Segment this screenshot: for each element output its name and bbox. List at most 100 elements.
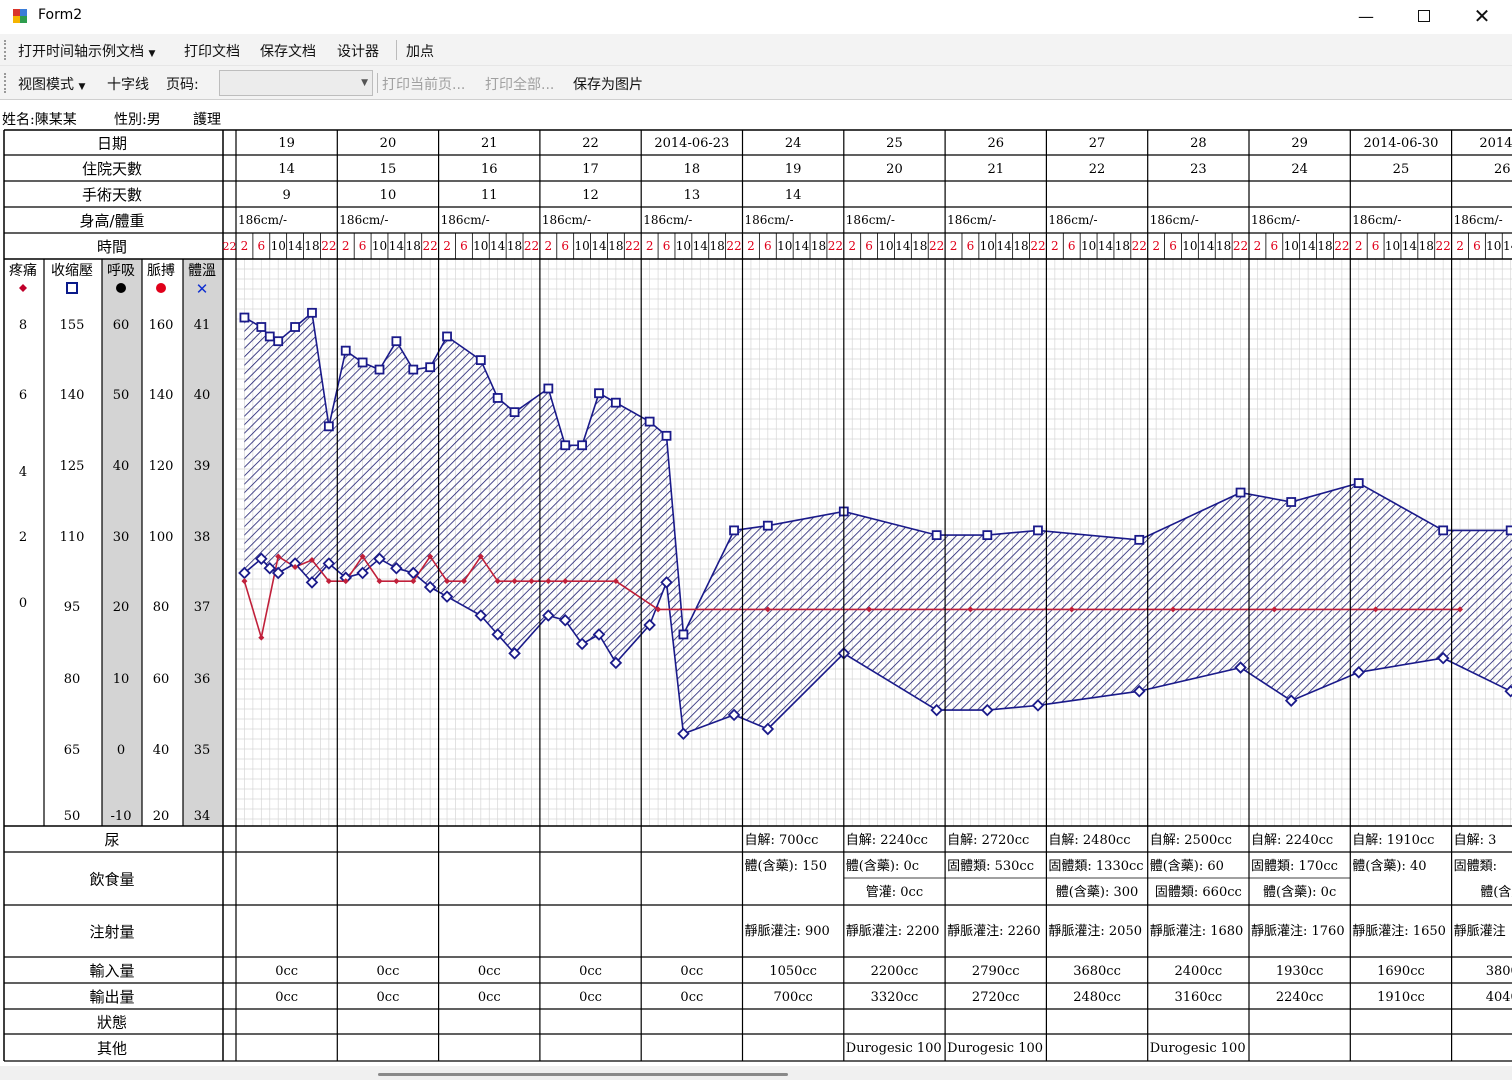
axis-tick-label: 38 (194, 530, 211, 545)
pulse-point (612, 578, 619, 585)
axis-tick-label: 80 (64, 672, 81, 687)
diastolic-point (643, 618, 656, 632)
time-slot-label: 14 (1503, 239, 1512, 253)
height-weight-cell: 186cm/- (339, 213, 388, 227)
pulse-point (655, 606, 662, 613)
diastolic-point (356, 566, 369, 580)
time-slot-label: 2 (1355, 239, 1363, 253)
close-icon: ✕ (1473, 4, 1491, 28)
vital-signs-chart: 姓名:陳某某 性別:男 護理日期住院天數手術天數身高/體重時間尿飲食量注射量輸入量輸… (2, 112, 1512, 1062)
height-weight-cell: 186cm/- (846, 213, 895, 227)
pulse-point (410, 578, 417, 585)
time-slot-label: 14 (287, 239, 303, 253)
axis-tick-label: 34 (194, 809, 211, 824)
systolic-point (273, 336, 284, 347)
designer-button[interactable]: 设计器 (337, 44, 379, 60)
diastolic-point (1284, 694, 1298, 707)
height-weight-cell: 186cm/- (643, 213, 692, 227)
print-all-button[interactable]: 打印全部... (485, 77, 555, 93)
time-slot-label: 6 (1473, 239, 1481, 253)
crosshair-button[interactable]: 十字线 (107, 77, 149, 93)
systolic-point (729, 525, 739, 536)
systolic-point (661, 430, 672, 441)
row-label-date: 日期 (97, 135, 127, 153)
pulse-line (243, 554, 1460, 638)
other-cell: Durogesic 100 (846, 1041, 942, 1056)
diastolic-point (558, 613, 572, 627)
pulse-point (241, 578, 248, 585)
time-slot-label: 2 (646, 239, 654, 253)
view-mode-menu[interactable]: 视图模式 ▼ (18, 77, 86, 93)
height-weight-cell: 186cm/- (947, 213, 996, 227)
row-label-status: 狀態 (97, 1014, 127, 1032)
time-slot-label: 6 (1271, 239, 1279, 253)
save-doc-button[interactable]: 保存文档 (260, 44, 316, 60)
red-dot-symbol-icon (156, 283, 166, 293)
time-slot-label: 10 (777, 239, 792, 253)
diastolic-point (271, 566, 285, 580)
temperature-chart-document[interactable]: 姓名:陳某某 性別:男 護理 日期 住院天數 手術天數 身高/體重 時間尿飲食量 注射量 輸入量輸… (0, 100, 1512, 1066)
time-slot-label: 2 (241, 239, 249, 253)
page-label: 页码: (166, 77, 199, 93)
row-label-output: 輸出量 (89, 988, 134, 1006)
axis-tick-label: 8 (19, 318, 27, 333)
time-slot-label: 6 (865, 239, 873, 253)
time-slot-label: 10 (1284, 239, 1299, 253)
height-weight-cell: 186cm/- (1352, 213, 1401, 227)
time-slot-label: 18 (811, 239, 826, 253)
print-current-button[interactable]: 打印当前页... (382, 77, 466, 93)
output-cell: 4040 (1486, 990, 1512, 1005)
axis-tick-label: 41 (194, 318, 211, 333)
food-cell: 體(含藥 (1480, 884, 1512, 900)
diastolic-point (575, 637, 589, 651)
time-slot-label: 14 (794, 239, 810, 253)
systolic-point (560, 440, 571, 451)
toolbar-grip[interactable] (4, 73, 7, 93)
pulse-point (545, 578, 552, 585)
time-slot-label: 10 (372, 239, 387, 253)
toolbar-grip[interactable] (4, 40, 7, 60)
save-image-button[interactable]: 保存为图片 (573, 77, 643, 93)
axis-tick-label: 6 (19, 388, 27, 403)
time-slot-label: 6 (258, 239, 266, 253)
axis-tick-label: 20 (153, 809, 170, 824)
diastolic-point (1504, 684, 1512, 698)
surgery-day-cell: 10 (380, 188, 397, 203)
input-cell: 3800 (1486, 964, 1512, 979)
scrollbar-thumb[interactable] (378, 1073, 788, 1076)
close-button[interactable]: ✕ (1454, 0, 1510, 32)
time-slot-label: 2 (443, 239, 451, 253)
pulse-point (460, 578, 467, 585)
diastolic-point (407, 566, 420, 580)
time-slot-label: 14 (693, 239, 709, 253)
add-point-button[interactable]: 加点 (406, 44, 434, 60)
black-dot-symbol-icon (116, 283, 126, 293)
page-select[interactable]: ▼ (219, 70, 373, 96)
hospital-day-cell: 17 (582, 162, 599, 177)
maximize-button[interactable] (1396, 0, 1452, 32)
injection-cell: 靜脈灌注: 900 (745, 924, 830, 939)
diastolic-point (761, 722, 775, 736)
time-slot-label: 2 (1051, 239, 1059, 253)
output-cell: 0cc (579, 990, 602, 1005)
input-cell: 0cc (275, 964, 298, 979)
time-slot-label: 18 (1419, 239, 1434, 253)
hospital-day-cell: 22 (1089, 162, 1106, 177)
print-doc-button[interactable]: 打印文档 (184, 44, 240, 60)
urine-cell: 自解: 2480cc (1048, 833, 1130, 848)
horizontal-scrollbar[interactable] (0, 1066, 1512, 1080)
food-cell: 固體類: 1330cc (1048, 859, 1143, 874)
time-slot-label: 22 (1030, 239, 1045, 253)
minimize-button[interactable]: — (1338, 0, 1394, 32)
open-example-menu[interactable]: 打开时间轴示例文档 ▼ (18, 44, 156, 60)
axis-tick-label: 125 (60, 459, 85, 474)
time-slot-label: 18 (507, 239, 522, 253)
time-slot-label: 2 (1152, 239, 1160, 253)
systolic-point (307, 307, 317, 318)
date-cell: 29 (1291, 136, 1308, 151)
output-cell: 3160cc (1175, 990, 1223, 1005)
time-slot-label: 18 (1216, 239, 1231, 253)
systolic-point (256, 322, 267, 332)
urine-cell: 自解: 3 (1454, 833, 1497, 848)
input-cell: 0cc (579, 964, 602, 979)
